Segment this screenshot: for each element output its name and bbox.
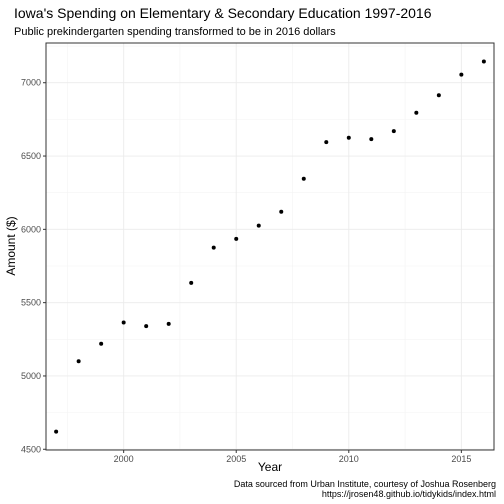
y-tick-label: 6000 (21, 224, 41, 234)
data-point (391, 129, 396, 134)
data-point (346, 135, 351, 140)
data-point (121, 320, 126, 325)
x-axis: 2000 2005 2010 2015 (114, 450, 471, 464)
y-tick-label: 4500 (21, 444, 41, 454)
y-axis-title: Amount ($) (4, 216, 18, 275)
chart-title: Iowa's Spending on Elementary & Secondar… (14, 5, 432, 21)
data-point (189, 280, 194, 285)
grid (46, 43, 494, 450)
data-point (256, 223, 261, 228)
data-point (76, 359, 81, 364)
x-tick-label: 2010 (339, 454, 359, 464)
data-point (144, 324, 149, 329)
y-tick-label: 5000 (21, 371, 41, 381)
data-point (436, 93, 441, 98)
data-point (211, 245, 216, 250)
caption-source: Data sourced from Urban Institute, court… (234, 479, 496, 489)
data-point (54, 429, 59, 434)
x-tick-label: 2015 (451, 454, 471, 464)
plot-panel (45, 42, 495, 451)
y-axis: 4500 5000 5500 6000 6500 7000 (21, 78, 46, 454)
data-points (54, 59, 486, 434)
y-tick-label: 5500 (21, 298, 41, 308)
data-point (301, 176, 306, 181)
data-point (279, 209, 284, 214)
data-point (324, 140, 329, 145)
x-tick-label: 2005 (226, 454, 246, 464)
data-point (166, 321, 171, 326)
x-tick-label: 2000 (114, 454, 134, 464)
x-axis-title: Year (258, 460, 282, 474)
y-tick-label: 6500 (21, 151, 41, 161)
data-point (481, 59, 486, 64)
data-point (369, 137, 374, 142)
chart-subtitle: Public prekindergarten spending transfor… (14, 26, 336, 38)
data-point (459, 72, 464, 77)
y-tick-label: 7000 (21, 78, 41, 88)
data-point (99, 341, 104, 346)
data-point (414, 110, 419, 115)
caption-url: https://jrosen48.github.io/tidykids/inde… (322, 489, 496, 499)
data-point (234, 236, 239, 241)
